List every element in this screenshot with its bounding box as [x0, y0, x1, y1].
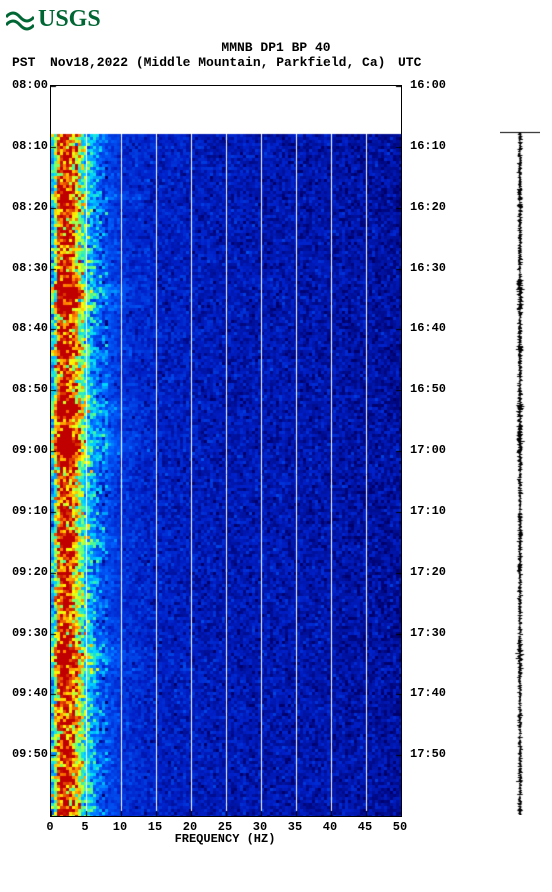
y-tick-right: 16:20 [404, 200, 460, 214]
y-tick-left: 08:50 [0, 382, 50, 396]
date-location-label: Nov18,2022 (Middle Mountain, Parkfield, … [50, 55, 385, 70]
y-tick-left: 08:40 [0, 321, 50, 335]
utc-label: UTC [398, 55, 421, 70]
y-tick-right: 16:40 [404, 321, 460, 335]
y-tick-right: 17:30 [404, 626, 460, 640]
y-tick-right: 16:30 [404, 261, 460, 275]
y-tick-left: 09:00 [0, 443, 50, 457]
y-tick-left: 09:10 [0, 504, 50, 518]
x-axis-ticks: 05101520253035404550 [50, 818, 400, 832]
y-tick-left: 08:30 [0, 261, 50, 275]
y-tick-right: 17:50 [404, 747, 460, 761]
spectrogram-plot [50, 85, 402, 817]
y-tick-left: 09:50 [0, 747, 50, 761]
x-axis-label: FREQUENCY (HZ) [50, 832, 400, 846]
pst-label: PST [12, 55, 35, 70]
y-tick-right: 16:00 [404, 78, 460, 92]
y-axis-right-utc: 16:0016:1016:2016:3016:4016:5017:0017:10… [404, 85, 454, 815]
usgs-logo-text: USGS [38, 6, 101, 33]
y-tick-left: 08:20 [0, 200, 50, 214]
y-tick-right: 17:00 [404, 443, 460, 457]
y-tick-right: 17:20 [404, 565, 460, 579]
seismogram-canvas [500, 85, 540, 815]
wave-icon [6, 9, 34, 31]
y-tick-left: 09:20 [0, 565, 50, 579]
chart-title: MMNB DP1 BP 40 [0, 40, 552, 55]
y-tick-left: 09:40 [0, 686, 50, 700]
spectrogram-canvas [51, 86, 401, 816]
y-tick-right: 17:40 [404, 686, 460, 700]
page-container: USGS MMNB DP1 BP 40 PST Nov18,2022 (Midd… [0, 0, 552, 892]
y-tick-left: 08:10 [0, 139, 50, 153]
y-tick-right: 17:10 [404, 504, 460, 518]
y-tick-left: 09:30 [0, 626, 50, 640]
seismogram-trace [500, 85, 540, 815]
y-tick-right: 16:50 [404, 382, 460, 396]
usgs-logo: USGS [6, 6, 101, 33]
y-tick-right: 16:10 [404, 139, 460, 153]
y-axis-left-pst: 08:0008:1008:2008:3008:4008:5009:0009:10… [0, 85, 48, 815]
y-tick-left: 08:00 [0, 78, 50, 92]
